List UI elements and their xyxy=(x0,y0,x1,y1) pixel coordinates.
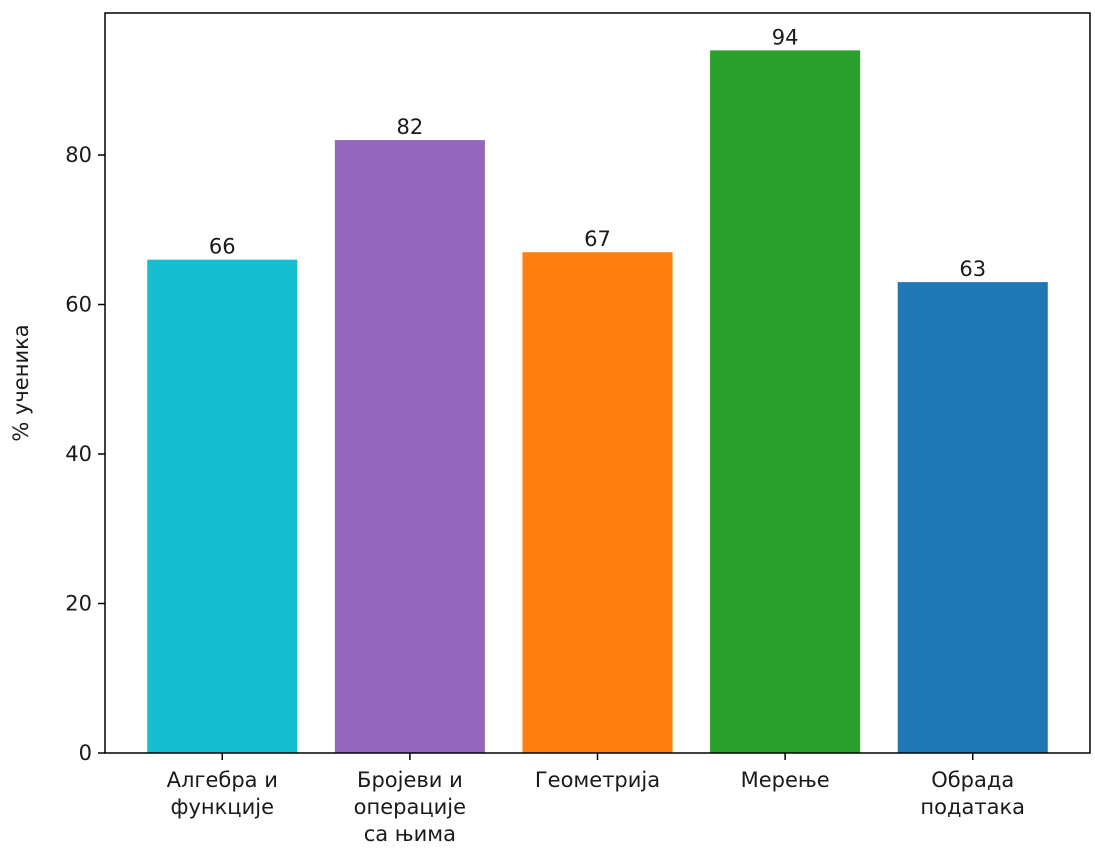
x-tick-label-5: Обрада података xyxy=(920,768,1025,819)
bar-3 xyxy=(522,252,673,753)
x-tick-label-4: Мерење xyxy=(741,768,830,792)
x-tick-label-1: Алгебра и функције xyxy=(167,768,278,819)
plot-frame xyxy=(104,12,1091,754)
y-tick-label-60: 60 xyxy=(65,293,92,317)
y-tick-label-20: 20 xyxy=(65,592,92,616)
y-axis-label: % ученика xyxy=(9,324,33,441)
bars-group xyxy=(147,50,1048,754)
bar-value-labels: 66 82 67 94 63 xyxy=(209,25,986,281)
x-tick-label-2: Бројеви и операције са њима xyxy=(354,768,466,846)
bar-value-label-4: 94 xyxy=(772,25,799,49)
bar-value-label-3: 67 xyxy=(584,227,611,251)
bar-4 xyxy=(710,50,861,754)
bar-value-label-5: 63 xyxy=(959,257,986,281)
bar-1 xyxy=(147,259,298,753)
y-tick-label-0: 0 xyxy=(79,741,92,765)
x-axis: Алгебра и функције Бројеви и операције са њи… xyxy=(167,753,1025,846)
y-axis: 0 20 40 60 80 xyxy=(65,143,105,765)
x-tick-label-3: Геометрија xyxy=(535,768,660,792)
y-tick-label-80: 80 xyxy=(65,143,92,167)
bar-value-label-2: 82 xyxy=(397,115,424,139)
bar-value-label-1: 66 xyxy=(209,235,236,259)
bar-2 xyxy=(334,140,485,754)
y-tick-label-40: 40 xyxy=(65,442,92,466)
bar-5 xyxy=(897,282,1048,753)
